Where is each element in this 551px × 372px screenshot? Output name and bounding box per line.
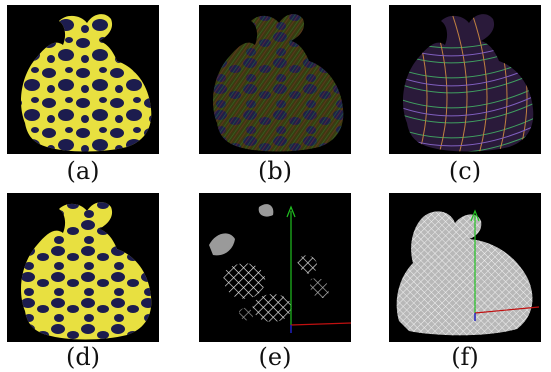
caption-b: (b)	[257, 157, 293, 185]
caption-a: (a)	[66, 157, 100, 185]
panel-d-segmentation-render	[7, 193, 159, 342]
caption-e: (e)	[258, 343, 292, 371]
panel-c-streamline-render	[389, 5, 541, 154]
panel-e-point-cloud-render	[199, 193, 351, 342]
caption-d: (d)	[65, 343, 101, 371]
caption-f: (f)	[451, 343, 479, 371]
panel-a-segmentation-render	[7, 5, 159, 154]
caption-c: (c)	[448, 157, 482, 185]
panel-f-point-cloud-render	[389, 193, 541, 342]
panel-b-direction-field-render	[199, 5, 351, 154]
